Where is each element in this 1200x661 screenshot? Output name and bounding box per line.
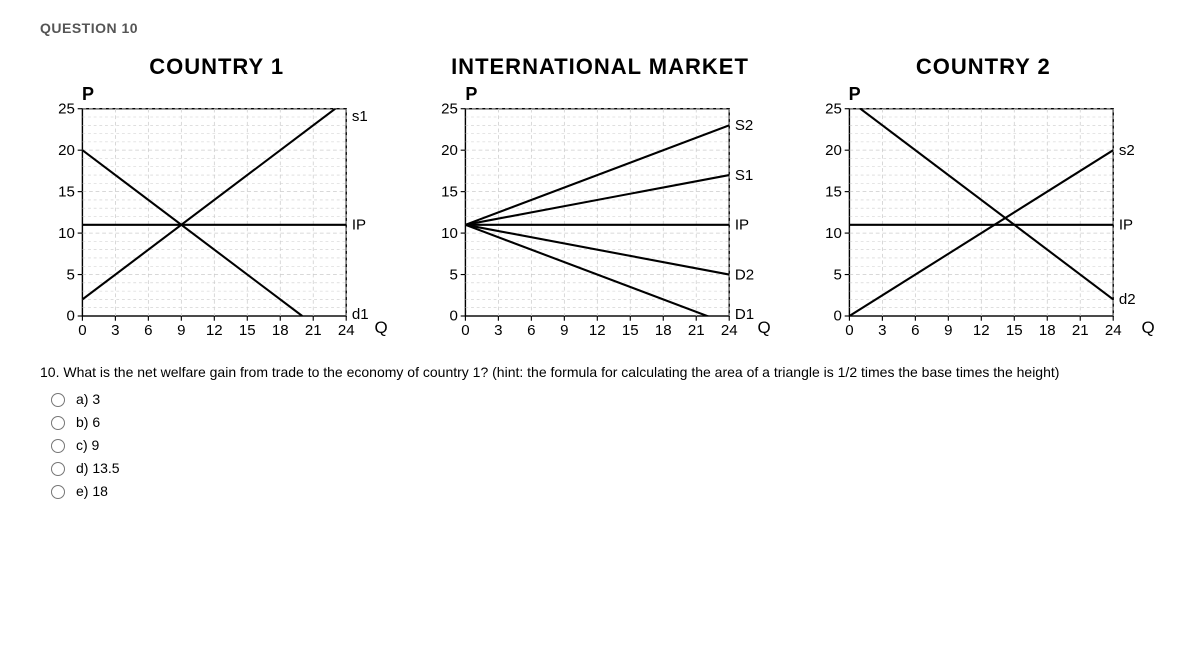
- svg-text:15: 15: [825, 183, 842, 200]
- chart-svg-c2: 0 5 10 15 20 25 0 3 6 9 12 15 18 21 24 Qs2 d2 IP: [807, 88, 1160, 344]
- svg-text:Q: Q: [374, 318, 387, 337]
- svg-text:15: 15: [58, 183, 75, 200]
- svg-text:10: 10: [441, 225, 458, 242]
- chart-country1: P 051015202503691215182124Qs1d1IP: [40, 88, 393, 344]
- svg-text:10: 10: [58, 225, 75, 242]
- charts-row: P 051015202503691215182124Qs1d1IP P 0510…: [40, 88, 1160, 344]
- svg-text:0: 0: [462, 322, 470, 339]
- title-international: INTERNATIONAL MARKET: [423, 54, 776, 80]
- option-label: b) 6: [76, 414, 100, 430]
- svg-text:25: 25: [58, 100, 75, 117]
- svg-text:s1: s1: [352, 108, 368, 125]
- svg-text:D2: D2: [735, 266, 754, 283]
- question-header: QUESTION 10: [40, 20, 1160, 36]
- p-axis-label: P: [82, 84, 94, 105]
- svg-text:12: 12: [206, 322, 223, 339]
- option-radio[interactable]: [51, 416, 65, 430]
- option-label: d) 13.5: [76, 460, 120, 476]
- title-country2: COUNTRY 2: [807, 54, 1160, 80]
- svg-text:S1: S1: [735, 167, 753, 184]
- svg-text:6: 6: [911, 322, 919, 339]
- option-row[interactable]: e) 18: [46, 482, 1160, 499]
- option-label: e) 18: [76, 483, 108, 499]
- svg-text:0: 0: [450, 308, 458, 325]
- svg-text:d2: d2: [1119, 291, 1136, 308]
- option-row[interactable]: b) 6: [46, 413, 1160, 430]
- svg-text:0: 0: [833, 308, 841, 325]
- svg-text:9: 9: [177, 322, 185, 339]
- svg-text:15: 15: [622, 322, 639, 339]
- svg-text:3: 3: [495, 322, 503, 339]
- svg-text:S2: S2: [735, 117, 753, 134]
- svg-text:6: 6: [527, 322, 535, 339]
- svg-text:d1: d1: [352, 306, 369, 323]
- svg-text:20: 20: [441, 142, 458, 159]
- svg-text:21: 21: [1072, 322, 1089, 339]
- chart-country2: P 051015202503691215182124Qs2d2IP: [807, 88, 1160, 344]
- svg-text:9: 9: [560, 322, 568, 339]
- svg-text:0: 0: [845, 322, 853, 339]
- title-country1: COUNTRY 1: [40, 54, 393, 80]
- svg-text:Q: Q: [758, 318, 771, 337]
- svg-text:5: 5: [833, 266, 841, 283]
- p-axis-label: P: [465, 84, 477, 105]
- svg-text:IP: IP: [352, 217, 366, 234]
- svg-text:18: 18: [1039, 322, 1056, 339]
- svg-text:9: 9: [944, 322, 952, 339]
- svg-text:18: 18: [272, 322, 289, 339]
- svg-text:25: 25: [441, 100, 458, 117]
- svg-text:3: 3: [111, 322, 119, 339]
- svg-text:5: 5: [450, 266, 458, 283]
- svg-text:20: 20: [825, 142, 842, 159]
- svg-text:10: 10: [825, 225, 842, 242]
- svg-text:3: 3: [878, 322, 886, 339]
- svg-text:0: 0: [78, 322, 86, 339]
- svg-text:24: 24: [1104, 322, 1121, 339]
- svg-text:21: 21: [688, 322, 705, 339]
- svg-text:15: 15: [239, 322, 256, 339]
- option-row[interactable]: a) 3: [46, 390, 1160, 407]
- option-radio[interactable]: [51, 485, 65, 499]
- svg-text:Q: Q: [1141, 318, 1154, 337]
- svg-text:D1: D1: [735, 306, 754, 323]
- svg-text:IP: IP: [1119, 217, 1133, 234]
- option-radio[interactable]: [51, 393, 65, 407]
- svg-text:15: 15: [1006, 322, 1023, 339]
- svg-text:0: 0: [66, 308, 74, 325]
- svg-text:24: 24: [338, 322, 355, 339]
- svg-text:25: 25: [825, 100, 842, 117]
- option-radio[interactable]: [51, 439, 65, 453]
- svg-text:6: 6: [144, 322, 152, 339]
- p-axis-label: P: [849, 84, 861, 105]
- svg-text:IP: IP: [735, 217, 749, 234]
- option-row[interactable]: d) 13.5: [46, 459, 1160, 476]
- svg-text:5: 5: [66, 266, 74, 283]
- question-text: 10. What is the net welfare gain from tr…: [40, 364, 1160, 380]
- svg-text:24: 24: [721, 322, 738, 339]
- option-radio[interactable]: [51, 462, 65, 476]
- svg-text:18: 18: [655, 322, 672, 339]
- option-label: a) 3: [76, 391, 100, 407]
- svg-text:21: 21: [305, 322, 322, 339]
- svg-text:12: 12: [973, 322, 990, 339]
- option-row[interactable]: c) 9: [46, 436, 1160, 453]
- svg-text:s2: s2: [1119, 142, 1135, 159]
- svg-text:20: 20: [58, 142, 75, 159]
- chart-international: P 051015202503691215182124QS2S1IPD2D1: [423, 88, 776, 344]
- option-label: c) 9: [76, 437, 99, 453]
- chart-svg-im: 0 5 10 15 20 25 0 3 6 9 12 15 18 21 24 Q S2 S1 IP D2 D1: [423, 88, 776, 344]
- svg-text:12: 12: [589, 322, 606, 339]
- chart-svg-c1: 0 5 10 15 20 25 0 3 6 9 12 15 18 21 24 Qs1 d1 IP: [40, 88, 393, 344]
- chart-titles-row: COUNTRY 1 INTERNATIONAL MARKET COUNTRY 2: [40, 54, 1160, 80]
- answer-options: a) 3 b) 6 c) 9 d) 13.5 e) 18: [46, 390, 1160, 499]
- svg-text:15: 15: [441, 183, 458, 200]
